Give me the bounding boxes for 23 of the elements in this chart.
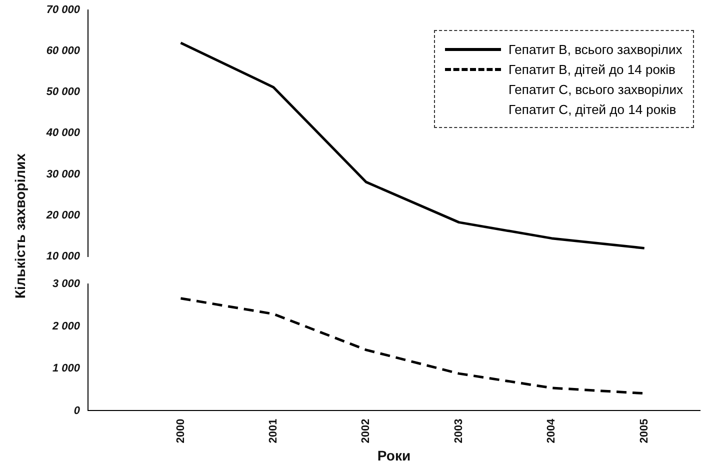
text: Гепатит С, дітей до 14 років bbox=[508, 102, 676, 116]
x-tick-label: 2004 bbox=[546, 418, 558, 444]
y-tick-label: 40 000 bbox=[45, 127, 81, 140]
y-tick-label: 20 000 bbox=[45, 209, 81, 222]
y-tick-label: 70 000 bbox=[46, 4, 81, 16]
y-tick-label: 2 000 bbox=[51, 320, 81, 332]
y-tick-label: 1 000 bbox=[52, 362, 81, 375]
y-axis-title: Кількість захворілих bbox=[12, 152, 28, 301]
x-tick-label: 2000 bbox=[174, 418, 187, 444]
x-tick-label: 2001 bbox=[267, 418, 280, 444]
x-tick-label: 2003 bbox=[452, 418, 465, 444]
legend-label: Гепатит В, дітей до 14 років bbox=[508, 62, 676, 76]
y-tick-label: 3 000 bbox=[52, 278, 81, 290]
x-tick-label: 2002 bbox=[360, 418, 372, 444]
y-tick-label: 50 000 bbox=[46, 86, 81, 98]
y-tick-label: 10 000 bbox=[46, 250, 81, 262]
x-tick-label: 2005 bbox=[638, 418, 650, 444]
y-tick-label: 30 000 bbox=[46, 168, 81, 180]
y-tick-label: 60 000 bbox=[46, 45, 81, 58]
text: Гепатит С, всього захворілих bbox=[508, 82, 683, 96]
y-tick-label: 0 bbox=[74, 404, 81, 417]
x-axis-title: Роки bbox=[377, 447, 411, 464]
legend-label: Гепатит В, всього захворілих bbox=[508, 42, 682, 56]
